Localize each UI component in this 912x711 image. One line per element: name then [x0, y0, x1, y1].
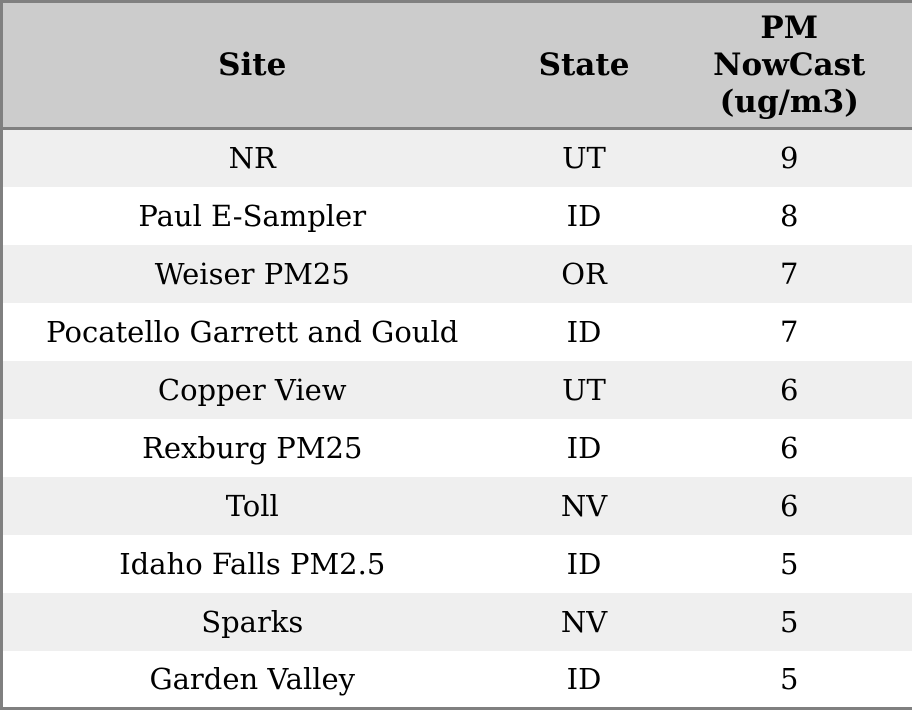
cell-state: OR: [501, 244, 667, 303]
column-header-pm-nowcast-line3: (ug/m3): [719, 83, 859, 120]
cell-site: Toll: [1, 476, 502, 535]
table-row: Toll NV 6: [1, 476, 912, 535]
cell-site: Copper View: [1, 360, 502, 419]
column-header-site-label: Site: [218, 46, 287, 83]
cell-value: 7: [666, 302, 912, 361]
cell-state: ID: [501, 534, 667, 593]
cell-state: ID: [501, 186, 667, 245]
column-header-site: Site: [1, 1, 502, 130]
table-row: Paul E-Sampler ID 8: [1, 186, 912, 245]
cell-value: 5: [666, 592, 912, 651]
table-row: Idaho Falls PM2.5 ID 5: [1, 534, 912, 593]
cell-site: Paul E-Sampler: [1, 186, 502, 245]
cell-site: Rexburg PM25: [1, 418, 502, 477]
cell-value: 7: [666, 244, 912, 303]
table-header: Site State PM NowCast (ug/m3): [1, 1, 912, 130]
cell-state: UT: [501, 360, 667, 419]
cell-state: ID: [501, 302, 667, 361]
cell-value: 6: [666, 476, 912, 535]
cell-state: ID: [501, 650, 667, 709]
cell-site: Weiser PM25: [1, 244, 502, 303]
cell-site: NR: [1, 128, 502, 187]
cell-value: 9: [666, 128, 912, 187]
cell-value: 6: [666, 418, 912, 477]
column-header-state-label: State: [538, 46, 630, 83]
table-row: Copper View UT 6: [1, 360, 912, 419]
cell-site: Sparks: [1, 592, 502, 651]
cell-site: Idaho Falls PM2.5: [1, 534, 502, 593]
cell-state: NV: [501, 476, 667, 535]
cell-site: Garden Valley: [1, 650, 502, 709]
cell-state: NV: [501, 592, 667, 651]
cell-value: 5: [666, 650, 912, 709]
table-row: Pocatello Garrett and Gould ID 7: [1, 302, 912, 361]
table-row: Weiser PM25 OR 7: [1, 244, 912, 303]
table-row: Garden Valley ID 5: [1, 650, 912, 709]
cell-site: Pocatello Garrett and Gould: [1, 302, 502, 361]
column-header-pm-nowcast-line1: PM: [760, 9, 819, 46]
cell-value: 8: [666, 186, 912, 245]
cell-value: 5: [666, 534, 912, 593]
table-row: Rexburg PM25 ID 6: [1, 418, 912, 477]
header-row: Site State PM NowCast (ug/m3): [1, 1, 912, 130]
cell-state: ID: [501, 418, 667, 477]
column-header-state: State: [501, 1, 667, 130]
cell-state: UT: [501, 128, 667, 187]
table-body: NR UT 9 Paul E-Sampler ID 8 Weiser PM25 …: [1, 128, 912, 709]
cell-value: 6: [666, 360, 912, 419]
column-header-pm-nowcast: PM NowCast (ug/m3): [666, 1, 912, 130]
column-header-pm-nowcast-line2: NowCast: [713, 46, 866, 83]
table-row: Sparks NV 5: [1, 592, 912, 651]
table-row: NR UT 9: [1, 128, 912, 187]
